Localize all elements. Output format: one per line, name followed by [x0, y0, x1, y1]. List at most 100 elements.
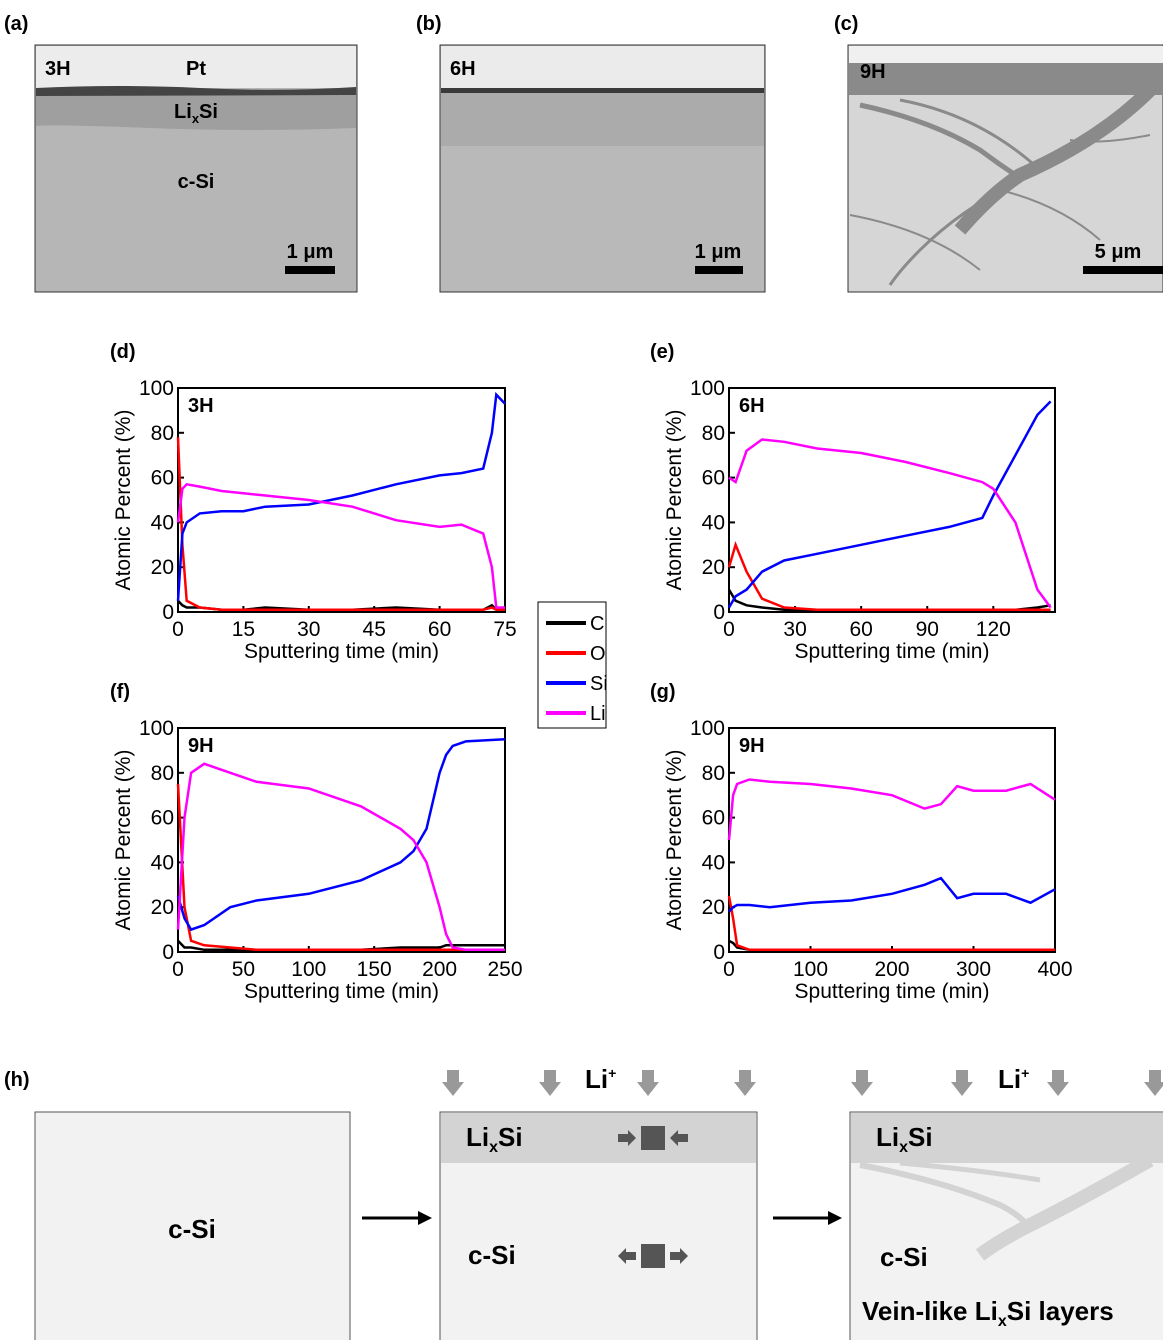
- x-tick-label: 100: [291, 958, 326, 981]
- annotation: c-Si: [178, 171, 215, 193]
- interface: [441, 88, 764, 93]
- text-part: Li: [876, 1122, 899, 1152]
- x-tick-label: 200: [422, 958, 457, 981]
- panel-label: (h): [4, 1069, 30, 1091]
- series-line: [728, 438, 1052, 609]
- y-tick-label: 100: [139, 717, 174, 740]
- panel-label: (c): [834, 13, 858, 35]
- text-part: Li: [998, 1064, 1021, 1094]
- text-part: Li: [585, 1064, 608, 1094]
- y-tick-label: 60: [151, 467, 174, 490]
- ion-arrows: [442, 1070, 1163, 1096]
- y-tick-label: 100: [139, 377, 174, 400]
- sem-image-c: (c) 9H 5 μm: [834, 13, 1163, 293]
- series-line: [727, 541, 1051, 612]
- x-tick-label: 250: [487, 958, 522, 981]
- text-part: +: [608, 1065, 616, 1081]
- y-tick-label: 40: [151, 511, 174, 534]
- panel-label: (f): [110, 681, 130, 703]
- stress-icons: [618, 1126, 688, 1268]
- text-part: Si: [498, 1122, 523, 1152]
- series-line: [727, 778, 1056, 841]
- panel-label: (d): [110, 341, 136, 363]
- image-tag: 9H: [860, 61, 886, 83]
- x-tick-label: 90: [916, 618, 939, 641]
- y-tick-label: 20: [151, 556, 174, 579]
- plot-area: [177, 727, 506, 953]
- down-arrow: [637, 1070, 659, 1096]
- y-axis-title: Atomic Percent (%): [663, 410, 686, 591]
- veins: [849, 85, 1155, 286]
- x-tick-label: 200: [874, 958, 909, 981]
- sem-image-b: (b) 6H 1 μm: [416, 13, 766, 293]
- x-tick-label: 0: [723, 618, 735, 641]
- x-tick-label: 15: [232, 618, 255, 641]
- arrow-head: [418, 1211, 432, 1225]
- chart-tag: 9H: [188, 735, 214, 757]
- text-part: Si layers: [1007, 1296, 1114, 1326]
- text-part: Li: [174, 101, 192, 123]
- y-tick-label: 40: [151, 851, 174, 874]
- legend-label: O: [590, 643, 606, 665]
- x-axis-title: Sputtering time (min): [244, 640, 439, 663]
- x-tick-label: 75: [493, 618, 516, 641]
- ion-label: Li+: [585, 1064, 616, 1094]
- bulk-label: c-Si: [880, 1242, 928, 1272]
- x-tick-label: 0: [723, 958, 735, 981]
- text-part: x: [899, 1139, 908, 1156]
- y-tick-label: 20: [702, 556, 725, 579]
- x-axis-title: Sputtering time (min): [795, 980, 990, 1003]
- y-tick-label: 60: [702, 467, 725, 490]
- scale-label: 1 μm: [287, 241, 334, 263]
- lixsi-layer: [441, 1113, 756, 1163]
- layer-label: LixSi: [466, 1122, 523, 1156]
- down-arrow: [734, 1070, 756, 1096]
- x-tick-label: 400: [1037, 958, 1072, 981]
- series-line: [176, 783, 505, 952]
- lixsi-layer: [851, 1113, 1163, 1163]
- y-tick-label: 0: [162, 601, 174, 624]
- series-line: [176, 391, 506, 601]
- annotation: Pt: [186, 58, 206, 80]
- down-arrow: [1047, 1070, 1069, 1096]
- scale-label: 1 μm: [695, 241, 742, 263]
- lixsi-layer: [849, 63, 1163, 95]
- pt-layer: [849, 46, 1163, 66]
- layer-label: LixSi: [876, 1122, 933, 1156]
- x-tick-label: 300: [956, 958, 991, 981]
- chart: (d) 3H 0 20 40 60 80 100 0 15 30 45 60 75 Sputtering t…: [110, 341, 517, 663]
- series-line: [176, 482, 505, 609]
- x-tick-label: 50: [232, 958, 255, 981]
- y-tick-label: 80: [702, 762, 725, 785]
- y-tick-label: 20: [151, 896, 174, 919]
- text-part: x: [998, 1313, 1007, 1330]
- text-part: Si: [908, 1122, 933, 1152]
- text-part: +: [1021, 1065, 1029, 1081]
- pt-layer: [36, 46, 356, 88]
- text-part: Vein-like Li: [862, 1296, 998, 1326]
- schematic: (h) c-Si LixSi c-Si Li+ LixSi c-Si Vein-…: [4, 1064, 1163, 1340]
- y-tick-label: 60: [702, 807, 725, 830]
- chart-tag: 3H: [188, 395, 214, 417]
- series-line: [176, 737, 506, 932]
- x-tick-label: 0: [172, 958, 184, 981]
- legend-label: C: [590, 613, 604, 635]
- x-axis-title: Sputtering time (min): [244, 980, 439, 1003]
- y-tick-label: 20: [702, 896, 725, 919]
- y-tick-label: 100: [690, 717, 725, 740]
- x-tick-label: 60: [849, 618, 872, 641]
- panel-label: (b): [416, 13, 442, 35]
- x-tick-label: 45: [363, 618, 386, 641]
- panel-label: (a): [4, 13, 28, 35]
- y-tick-label: 80: [151, 422, 174, 445]
- text-part: Si: [199, 101, 218, 123]
- ion-label: Li+: [998, 1064, 1029, 1094]
- stage-box: [34, 1111, 351, 1340]
- x-tick-label: 0: [172, 618, 184, 641]
- text-part: x: [489, 1139, 498, 1156]
- legend-label: Si: [590, 673, 608, 695]
- pt-layer: [441, 46, 764, 89]
- plot-area: [728, 727, 1056, 953]
- legend-label: Li: [590, 703, 606, 725]
